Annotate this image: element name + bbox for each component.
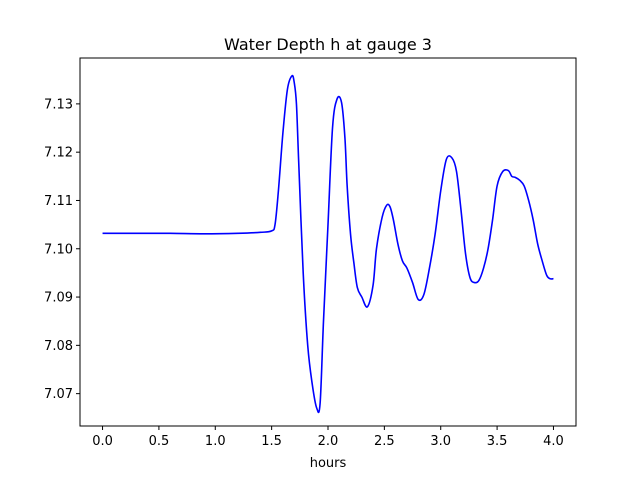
y-tick-label: 7.12 — [44, 146, 73, 161]
y-axis-ticks: 7.07 7.08 7.09 7.10 7.11 7.12 7.13 — [44, 97, 80, 402]
x-tick-label: 0.0 — [92, 434, 113, 449]
x-tick-label: 4.0 — [543, 434, 564, 449]
x-axis-ticks: 0.0 0.5 1.0 1.5 2.0 2.5 3.0 3.5 4.0 — [92, 426, 564, 449]
plot-area — [102, 74, 554, 414]
chart-title: Water Depth h at gauge 3 — [224, 35, 432, 54]
y-tick-label: 7.09 — [44, 291, 73, 306]
x-tick-label: 1.0 — [205, 434, 226, 449]
x-tick-label: 1.5 — [261, 434, 282, 449]
y-tick-label: 7.13 — [44, 97, 73, 112]
x-tick-label: 0.5 — [149, 434, 170, 449]
y-tick-label: 7.10 — [44, 242, 73, 257]
x-axis-label: hours — [310, 456, 347, 471]
x-tick-label: 2.0 — [318, 434, 339, 449]
series-line — [102, 74, 554, 414]
x-tick-label: 2.5 — [374, 434, 395, 449]
x-tick-label: 3.5 — [487, 434, 508, 449]
y-tick-label: 7.08 — [44, 339, 73, 354]
y-tick-label: 7.07 — [44, 387, 73, 402]
axes-frame — [79, 57, 577, 427]
y-tick-label: 7.11 — [44, 194, 73, 209]
x-tick-label: 3.0 — [430, 434, 451, 449]
